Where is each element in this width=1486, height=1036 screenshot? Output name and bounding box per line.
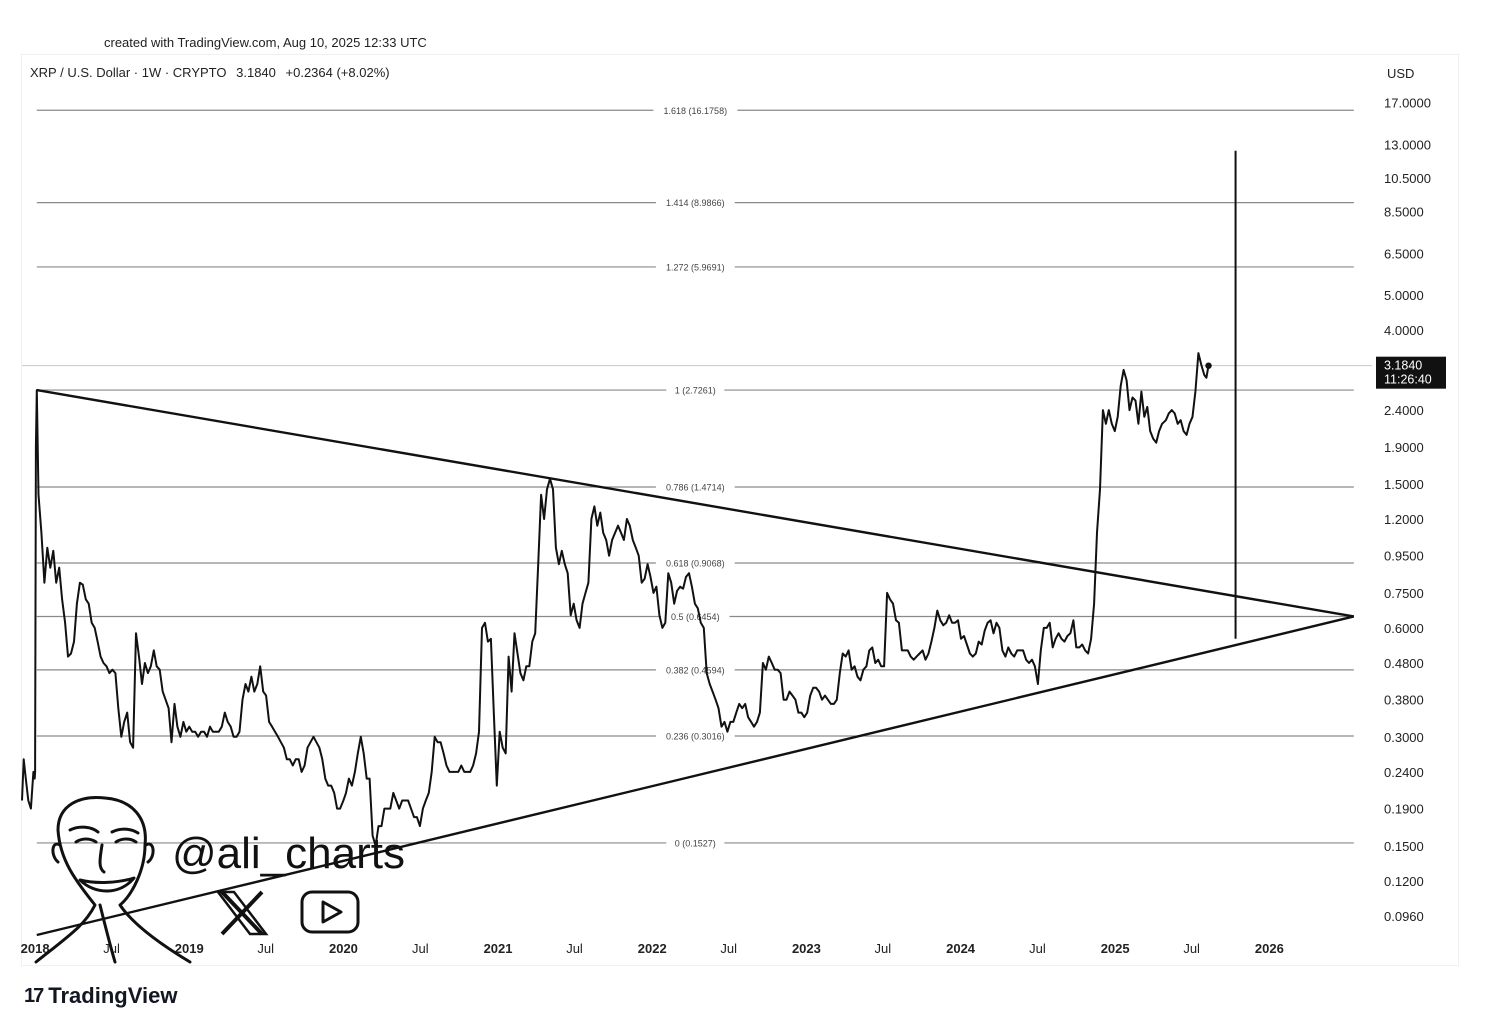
- price-tick-label: 1.2000: [1384, 512, 1424, 527]
- last-price-dot: [1205, 362, 1212, 369]
- fib-level-label: 0.382 (0.4594): [666, 665, 725, 675]
- fib-label-bg: [666, 836, 725, 849]
- price-tick-label: 5.0000: [1384, 288, 1424, 303]
- fib-level-label: 0.618 (0.9068): [666, 559, 725, 569]
- time-tick-label: 2020: [329, 941, 358, 956]
- price-tick-label: 8.5000: [1384, 204, 1424, 219]
- fib-label-bg: [661, 610, 730, 623]
- current-price-tag: [1376, 356, 1446, 389]
- price-tick-label: 0.6000: [1384, 621, 1424, 636]
- time-tick-label: Jul: [412, 941, 429, 956]
- fib-label-bg: [655, 557, 735, 570]
- fib-level-label: 1.272 (5.9691): [666, 262, 725, 272]
- price-tick-label: 0.7500: [1384, 586, 1424, 601]
- price-series: [21, 352, 1212, 847]
- fib-label-bg: [655, 663, 735, 676]
- time-tick-label: 2018: [21, 941, 50, 956]
- price-axis: USD 17.0000 13.0000 10.5000 8.5000 6.5000 5.00…: [1376, 66, 1446, 924]
- time-tick-label: 2024: [946, 941, 976, 956]
- fib-label-bg: [655, 480, 735, 493]
- fib-level-label: 0.236 (0.3016): [666, 732, 725, 742]
- price-tick-label: 0.1900: [1384, 802, 1424, 817]
- time-tick-label: Jul: [1183, 941, 1200, 956]
- time-tick-label: 2021: [484, 941, 513, 956]
- fib-level-label: 1 (2.7261): [675, 386, 716, 396]
- symbol-name[interactable]: XRP / U.S. Dollar · 1W · CRYPTO: [30, 65, 227, 80]
- fib-level-label: 0.5 (0.6454): [671, 612, 720, 622]
- fib-level-label: 0 (0.1527): [675, 838, 716, 848]
- currency-label: USD: [1387, 66, 1414, 81]
- price-tick-label: 0.2400: [1384, 765, 1424, 780]
- time-tick-label: 2025: [1101, 941, 1130, 956]
- last-price: 3.1840: [236, 65, 276, 80]
- tradingview-brand[interactable]: 17 TradingView: [24, 983, 177, 1009]
- time-tick-label: 2019: [175, 941, 204, 956]
- fib-level-label: 1.414 (8.9866): [666, 198, 725, 208]
- price-tick-label: 10.5000: [1384, 171, 1431, 186]
- symmetrical-triangle: [36, 388, 1355, 937]
- fib-label-bg: [655, 730, 735, 743]
- price-tick-label: 2.4000: [1384, 403, 1424, 418]
- time-tick-label: Jul: [566, 941, 583, 956]
- time-tick-label: 2026: [1255, 941, 1284, 956]
- brand-name: TradingView: [48, 983, 178, 1008]
- fibonacci-levels: 1.618 (16.1758) 1.414 (8.9866) 1.272 (5.96…: [22, 104, 1372, 849]
- price-tick-label: 1.9000: [1384, 440, 1424, 455]
- fib-level-label: 1.618 (16.1758): [664, 106, 728, 116]
- price-tick-label: 0.4800: [1384, 656, 1424, 671]
- time-tick-label: Jul: [257, 941, 274, 956]
- time-tick-label: 2023: [792, 941, 821, 956]
- x-logo-icon[interactable]: [215, 890, 269, 936]
- price-change: +0.2364 (+8.02%): [285, 65, 390, 80]
- chart-credit: created with TradingView.com, Aug 10, 20…: [104, 35, 427, 50]
- symbol-legend: XRP / U.S. Dollar · 1W · CRYPTO 3.1840 +…: [30, 65, 396, 80]
- fib-label-bg: [666, 384, 725, 397]
- time-tick-label: Jul: [720, 941, 737, 956]
- tradingview-logo-icon: 17: [24, 984, 44, 1007]
- price-tick-label: 0.0960: [1384, 909, 1424, 924]
- avatar-caricature: [34, 795, 192, 964]
- price-tick-label: 0.9500: [1384, 549, 1424, 564]
- current-price-tag-label: 3.1840: [1384, 359, 1422, 373]
- time-tick-label: 2022: [638, 941, 667, 956]
- time-axis: 2018 Jul 2019 Jul 2020 Jul 2021 Jul 2022 Jul 2023 J…: [21, 941, 1284, 956]
- time-tick-label: Jul: [1029, 941, 1046, 956]
- fib-label-bg: [655, 260, 735, 273]
- price-tick-label: 4.0000: [1384, 323, 1424, 338]
- price-tick-label: 0.3800: [1384, 693, 1424, 708]
- price-tick-label: 0.1500: [1384, 839, 1424, 854]
- fib-label-bg: [655, 196, 735, 209]
- triangle-lower-trendline[interactable]: [36, 615, 1355, 937]
- watermark-handle: @ali_charts: [172, 829, 405, 878]
- bar-countdown-label: 11:26:40: [1384, 373, 1432, 387]
- youtube-icon[interactable]: [300, 890, 360, 934]
- triangle-upper-trendline[interactable]: [36, 388, 1355, 618]
- time-tick-label: Jul: [875, 941, 892, 956]
- price-tick-label: 6.5000: [1384, 247, 1424, 262]
- price-tick-label: 0.3000: [1384, 730, 1424, 745]
- price-tick-label: 17.0000: [1384, 95, 1431, 110]
- price-tick-label: 13.0000: [1384, 138, 1431, 153]
- fib-label-bg: [653, 104, 738, 117]
- price-tick-label: 0.1200: [1384, 874, 1424, 889]
- fib-level-label: 0.786 (1.4714): [666, 482, 725, 492]
- price-tick-label: 1.5000: [1384, 477, 1424, 492]
- xrp-price-line[interactable]: [21, 352, 1210, 847]
